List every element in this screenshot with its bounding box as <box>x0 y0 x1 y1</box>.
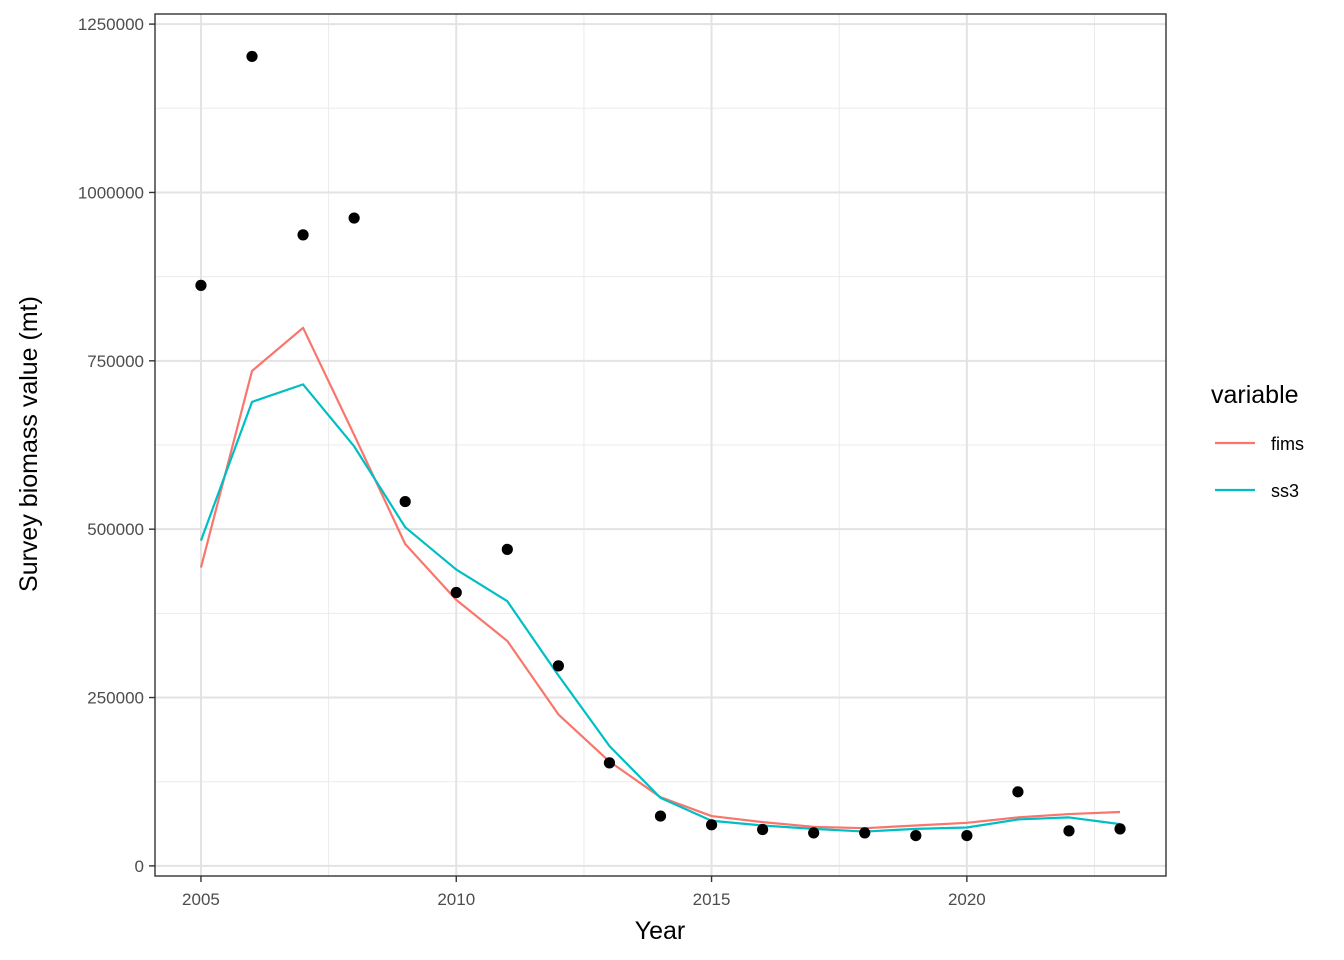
legend-label-ss3: ss3 <box>1271 481 1299 501</box>
panel-border <box>154 13 1167 877</box>
series-line-ss3 <box>199 383 1121 833</box>
y-axis-title: Survey biomass value (mt) <box>15 296 43 592</box>
x-tick-label: 2010 <box>437 890 475 909</box>
observed-point <box>808 827 820 839</box>
observed-point <box>1114 823 1126 835</box>
observed-point <box>910 829 922 842</box>
observed-point <box>961 829 973 842</box>
y-tick-label: 0 <box>135 857 144 876</box>
observed-point <box>705 819 718 831</box>
x-tick-label: 2005 <box>182 890 220 909</box>
plot-panel <box>154 13 1167 877</box>
observed-point <box>859 827 871 839</box>
y-axis: 0 250000 500000 750000 1000000 1250000 <box>78 15 155 876</box>
observed-point <box>348 212 360 224</box>
x-axis-title: Year <box>635 917 686 945</box>
observed-point <box>450 586 462 599</box>
observed-point <box>757 823 769 836</box>
observed-point <box>603 757 616 769</box>
y-tick-label: 500000 <box>87 520 144 539</box>
x-axis: 2005 2010 2015 2020 <box>182 876 986 909</box>
observed-point <box>399 495 411 508</box>
legend: variable fims ss3 <box>1211 381 1304 501</box>
observed-point <box>1063 825 1075 837</box>
y-tick-label: 1000000 <box>78 183 144 202</box>
observed-point <box>246 50 258 63</box>
x-tick-label: 2020 <box>948 890 986 909</box>
legend-label-fims: fims <box>1271 434 1304 454</box>
legend-title: variable <box>1211 381 1299 409</box>
y-tick-label: 250000 <box>87 689 144 708</box>
observed-point <box>195 279 207 291</box>
observed-point <box>654 810 667 822</box>
x-tick-label: 2015 <box>693 890 731 909</box>
observed-point <box>552 660 564 672</box>
observed-point <box>1012 786 1024 798</box>
y-tick-label: 1250000 <box>78 15 144 34</box>
y-tick-label: 750000 <box>87 352 144 371</box>
observed-point <box>501 543 513 555</box>
observed-point <box>297 229 309 241</box>
